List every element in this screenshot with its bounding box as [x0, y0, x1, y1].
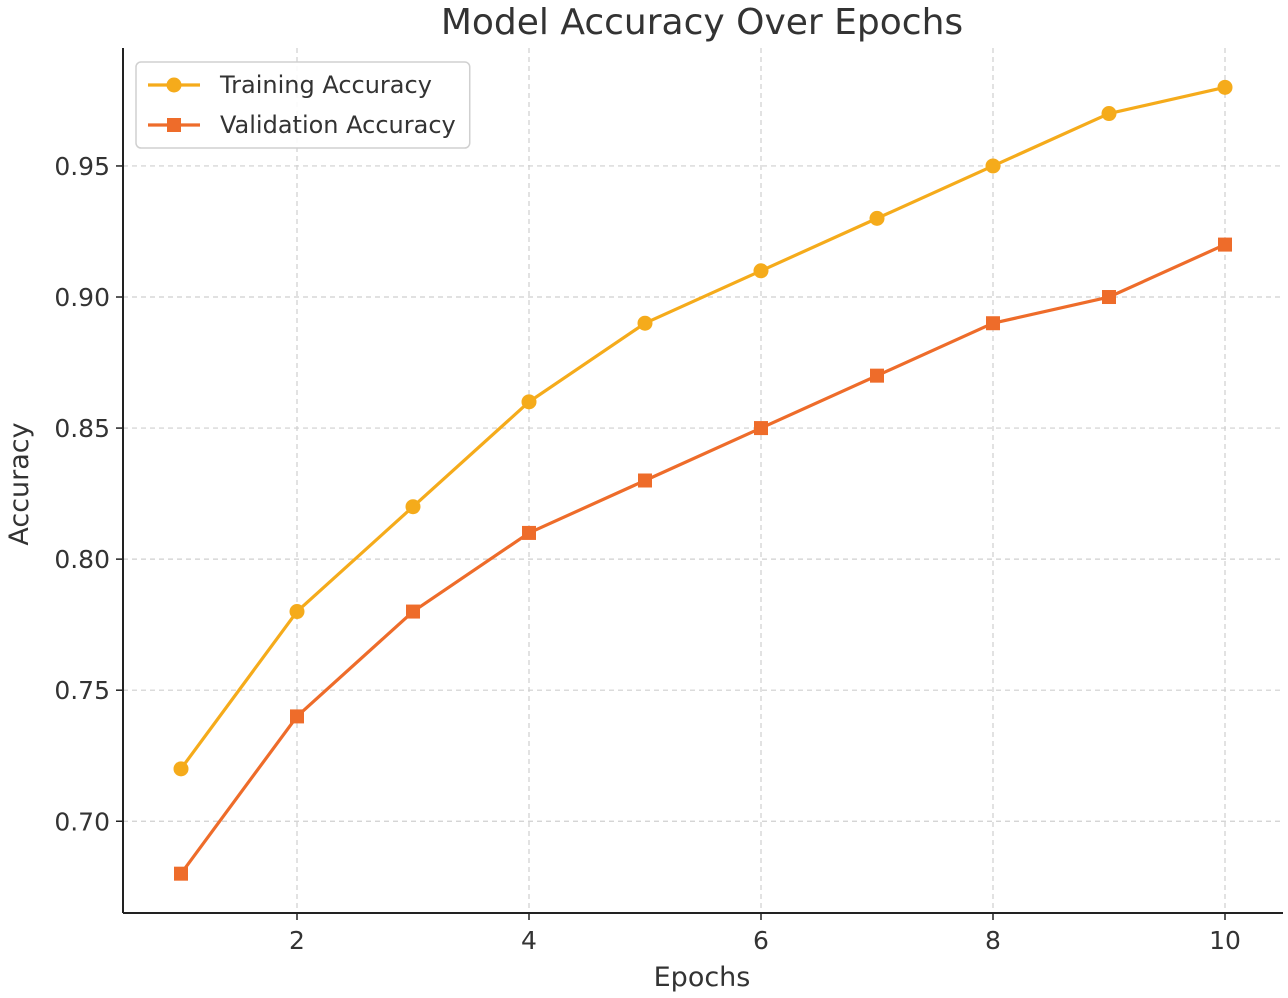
grid-lines: [123, 48, 1283, 913]
series-line: [179, 243, 1226, 875]
data-point: [753, 263, 769, 279]
data-point: [870, 368, 884, 383]
legend-item: Validation Accuracy: [148, 111, 456, 139]
data-point: [1102, 290, 1116, 305]
x-tick-label: 6: [753, 926, 769, 955]
x-tick-label: 4: [521, 926, 537, 955]
data-point: [289, 604, 305, 620]
y-tick-label: 0.75: [54, 676, 110, 705]
data-point: [521, 394, 537, 410]
data-point: [985, 158, 1001, 174]
chart-title: Model Accuracy Over Epochs: [441, 2, 963, 43]
legend-marker: [167, 118, 181, 132]
data-point: [290, 709, 304, 724]
x-axis-ticks: 2 4 6 8 10: [289, 913, 1241, 955]
data-point: [406, 604, 420, 619]
axes: [122, 48, 1283, 914]
data-point: [405, 499, 421, 515]
legend-label: Validation Accuracy: [220, 111, 456, 139]
legend-marker: [166, 77, 182, 93]
data-point: [986, 316, 1000, 331]
series-1: [174, 237, 1232, 881]
legend-box: [135, 61, 471, 149]
data-point: [522, 525, 536, 540]
series-line: [179, 85, 1226, 770]
x-tick-label: 10: [1209, 926, 1241, 955]
y-axis-label: Accuracy: [4, 422, 35, 545]
legend-label: Training Accuracy: [219, 71, 432, 99]
data-point: [174, 866, 188, 881]
data-point: [869, 210, 885, 226]
series-0: [173, 79, 1233, 777]
x-tick-label: 8: [985, 926, 1001, 955]
data-point: [173, 761, 189, 777]
y-axis-ticks: 0.70 0.75 0.80 0.85 0.90 0.95: [54, 152, 123, 836]
y-tick-label: 0.85: [54, 414, 110, 443]
data-point: [637, 315, 653, 331]
x-tick-label: 2: [289, 926, 305, 955]
y-tick-label: 0.95: [54, 152, 110, 181]
series-group: [173, 79, 1233, 881]
data-point: [1217, 79, 1233, 95]
x-axis-label: Epochs: [654, 962, 751, 993]
y-tick-label: 0.90: [54, 283, 110, 312]
legend: Training Accuracy Validation Accuracy: [135, 61, 471, 149]
y-tick-label: 0.80: [54, 545, 110, 574]
data-point: [754, 421, 768, 436]
y-tick-label: 0.70: [54, 807, 110, 836]
data-point: [1218, 237, 1232, 252]
data-point: [1101, 106, 1117, 122]
data-point: [638, 473, 652, 488]
legend-item: Training Accuracy: [148, 71, 432, 99]
